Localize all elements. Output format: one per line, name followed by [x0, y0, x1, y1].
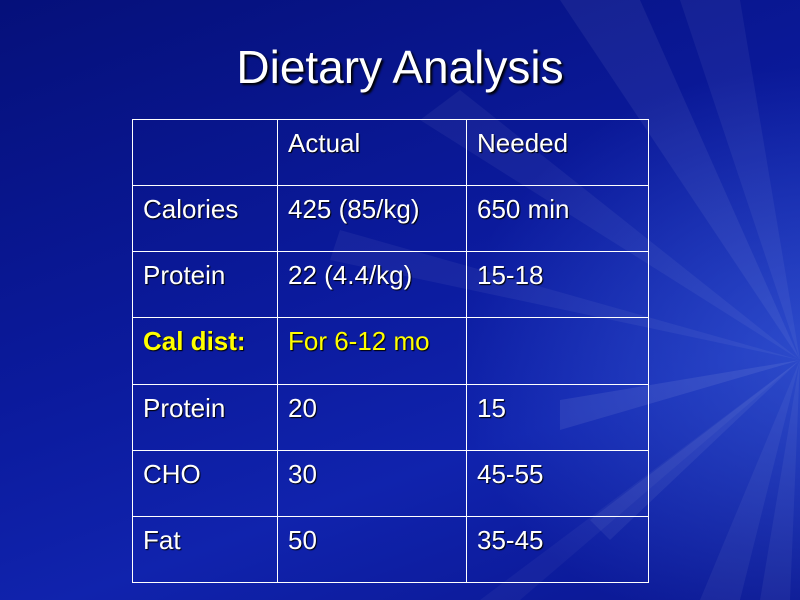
actual-cell: 425 (85/kg) — [277, 185, 467, 253]
needed-cell: 35-45 — [466, 515, 649, 584]
header-cell-empty — [132, 118, 278, 187]
actual-cell: For 6-12 mo — [277, 317, 467, 385]
slide-title: Dietary Analysis — [236, 41, 564, 93]
header-cell-actual: Actual — [277, 118, 467, 187]
row-label: Protein — [132, 251, 278, 319]
actual-cell: 20 — [277, 383, 467, 451]
needed-cell: 45-55 — [466, 449, 649, 517]
header-cell-needed: Needed — [466, 118, 649, 187]
table-header-row: Actual Needed — [132, 118, 649, 187]
row-label: Cal dist: — [132, 317, 278, 385]
table-row: Fat 50 35-45 — [132, 515, 649, 584]
needed-cell: 15-18 — [466, 251, 649, 319]
row-label: CHO — [132, 449, 278, 517]
needed-cell: 650 min — [466, 185, 649, 253]
table-row: Cal dist: For 6-12 mo — [132, 317, 649, 385]
needed-cell: 15 — [466, 383, 649, 451]
actual-cell: 22 (4.4/kg) — [277, 251, 467, 319]
row-label: Fat — [132, 515, 278, 584]
row-label: Protein — [132, 383, 278, 451]
actual-cell: 50 — [277, 515, 467, 584]
table-row: Calories 425 (85/kg) 650 min — [132, 185, 649, 253]
needed-cell — [466, 317, 649, 385]
table-row: CHO 30 45-55 — [132, 449, 649, 517]
table-row: Protein 22 (4.4/kg) 15-18 — [132, 251, 649, 319]
dietary-analysis-table: Actual Needed Calories 425 (85/kg) 650 m… — [132, 118, 649, 584]
actual-cell: 30 — [277, 449, 467, 517]
row-label: Calories — [132, 185, 278, 253]
table-row: Protein 20 15 — [132, 383, 649, 451]
